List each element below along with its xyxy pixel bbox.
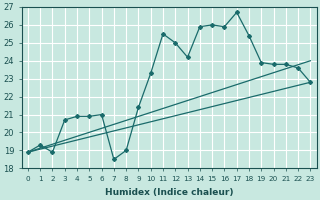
X-axis label: Humidex (Indice chaleur): Humidex (Indice chaleur) [105,188,233,197]
